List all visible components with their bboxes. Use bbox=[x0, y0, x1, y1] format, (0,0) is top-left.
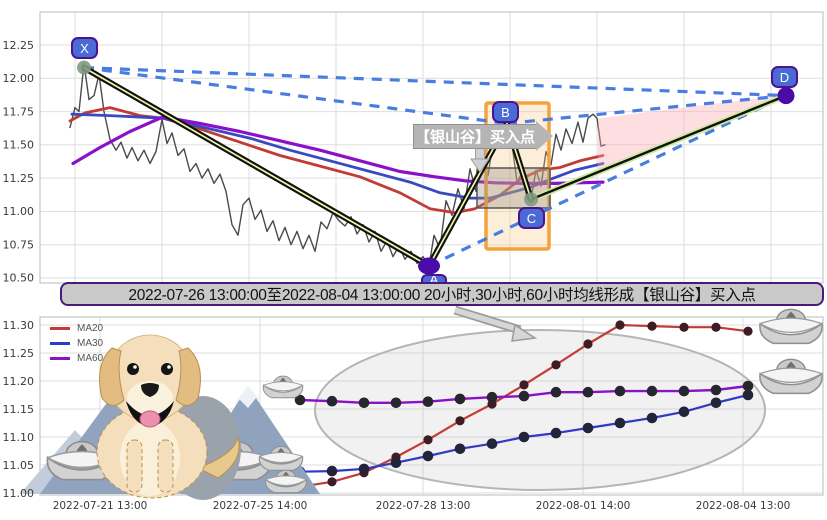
svg-text:12.00: 12.00 bbox=[3, 72, 35, 85]
legend-swatch-ma20 bbox=[50, 327, 70, 330]
svg-text:11.00: 11.00 bbox=[3, 205, 35, 218]
data-series bbox=[68, 62, 754, 492]
legend-label: MA30 bbox=[77, 338, 104, 349]
svg-text:10.75: 10.75 bbox=[3, 239, 35, 252]
legend-item-ma60: MA60 bbox=[50, 351, 103, 366]
svg-text:11.05: 11.05 bbox=[3, 459, 35, 472]
svg-text:2022-07-21 13:00: 2022-07-21 13:00 bbox=[53, 500, 148, 512]
svg-text:11.25: 11.25 bbox=[3, 347, 35, 360]
buy-point-callout: 【银山谷】买入点 bbox=[413, 121, 553, 151]
svg-text:11.25: 11.25 bbox=[3, 172, 35, 185]
point-label-x: X bbox=[71, 37, 98, 59]
legend-label: MA60 bbox=[77, 353, 104, 364]
highlight-ellipse bbox=[314, 329, 766, 491]
svg-text:11.10: 11.10 bbox=[3, 431, 35, 444]
svg-text:2022-07-28 13:00: 2022-07-28 13:00 bbox=[376, 500, 471, 512]
legend: MA20 MA30 MA60 bbox=[50, 321, 103, 366]
svg-text:11.00: 11.00 bbox=[3, 487, 35, 500]
date-range-banner: 2022-07-26 13:00:00至2022-08-04 13:00:00 … bbox=[60, 282, 824, 306]
svg-text:11.75: 11.75 bbox=[3, 105, 35, 118]
legend-item-ma30: MA30 bbox=[50, 336, 103, 351]
legend-label: MA20 bbox=[77, 323, 104, 334]
point-label-b: B bbox=[492, 101, 519, 123]
legend-swatch-ma60 bbox=[50, 357, 70, 360]
svg-text:11.15: 11.15 bbox=[3, 403, 35, 416]
svg-text:12.25: 12.25 bbox=[3, 39, 35, 52]
dog-graphic bbox=[96, 334, 241, 500]
point-label-a: A bbox=[421, 274, 447, 283]
point-label-c: C bbox=[518, 207, 545, 229]
svg-text:2022-08-01 14:00: 2022-08-01 14:00 bbox=[536, 500, 631, 512]
svg-text:11.20: 11.20 bbox=[3, 375, 35, 388]
legend-swatch-ma30 bbox=[50, 342, 70, 345]
silver-ingot-icon bbox=[262, 375, 304, 399]
annotation-arrow-icon bbox=[453, 305, 538, 342]
pattern-annotations bbox=[77, 60, 795, 275]
svg-text:11.50: 11.50 bbox=[3, 139, 35, 152]
decorations bbox=[20, 146, 823, 500]
svg-text:11.30: 11.30 bbox=[3, 319, 35, 332]
silver-ingot-icon bbox=[759, 308, 823, 345]
silver-ingot-icon bbox=[759, 358, 823, 395]
svg-text:2022-07-25 14:00: 2022-07-25 14:00 bbox=[213, 500, 308, 512]
axis-tick-labels: 12.25 12.00 11.75 11.50 11.25 11.00 10.75 10.50… bbox=[3, 39, 791, 512]
svg-text:2022-08-04 13:00: 2022-08-04 13:00 bbox=[696, 500, 791, 512]
legend-item-ma20: MA20 bbox=[50, 321, 103, 336]
point-label-d: D bbox=[771, 66, 798, 88]
svg-text:10.50: 10.50 bbox=[3, 272, 35, 285]
